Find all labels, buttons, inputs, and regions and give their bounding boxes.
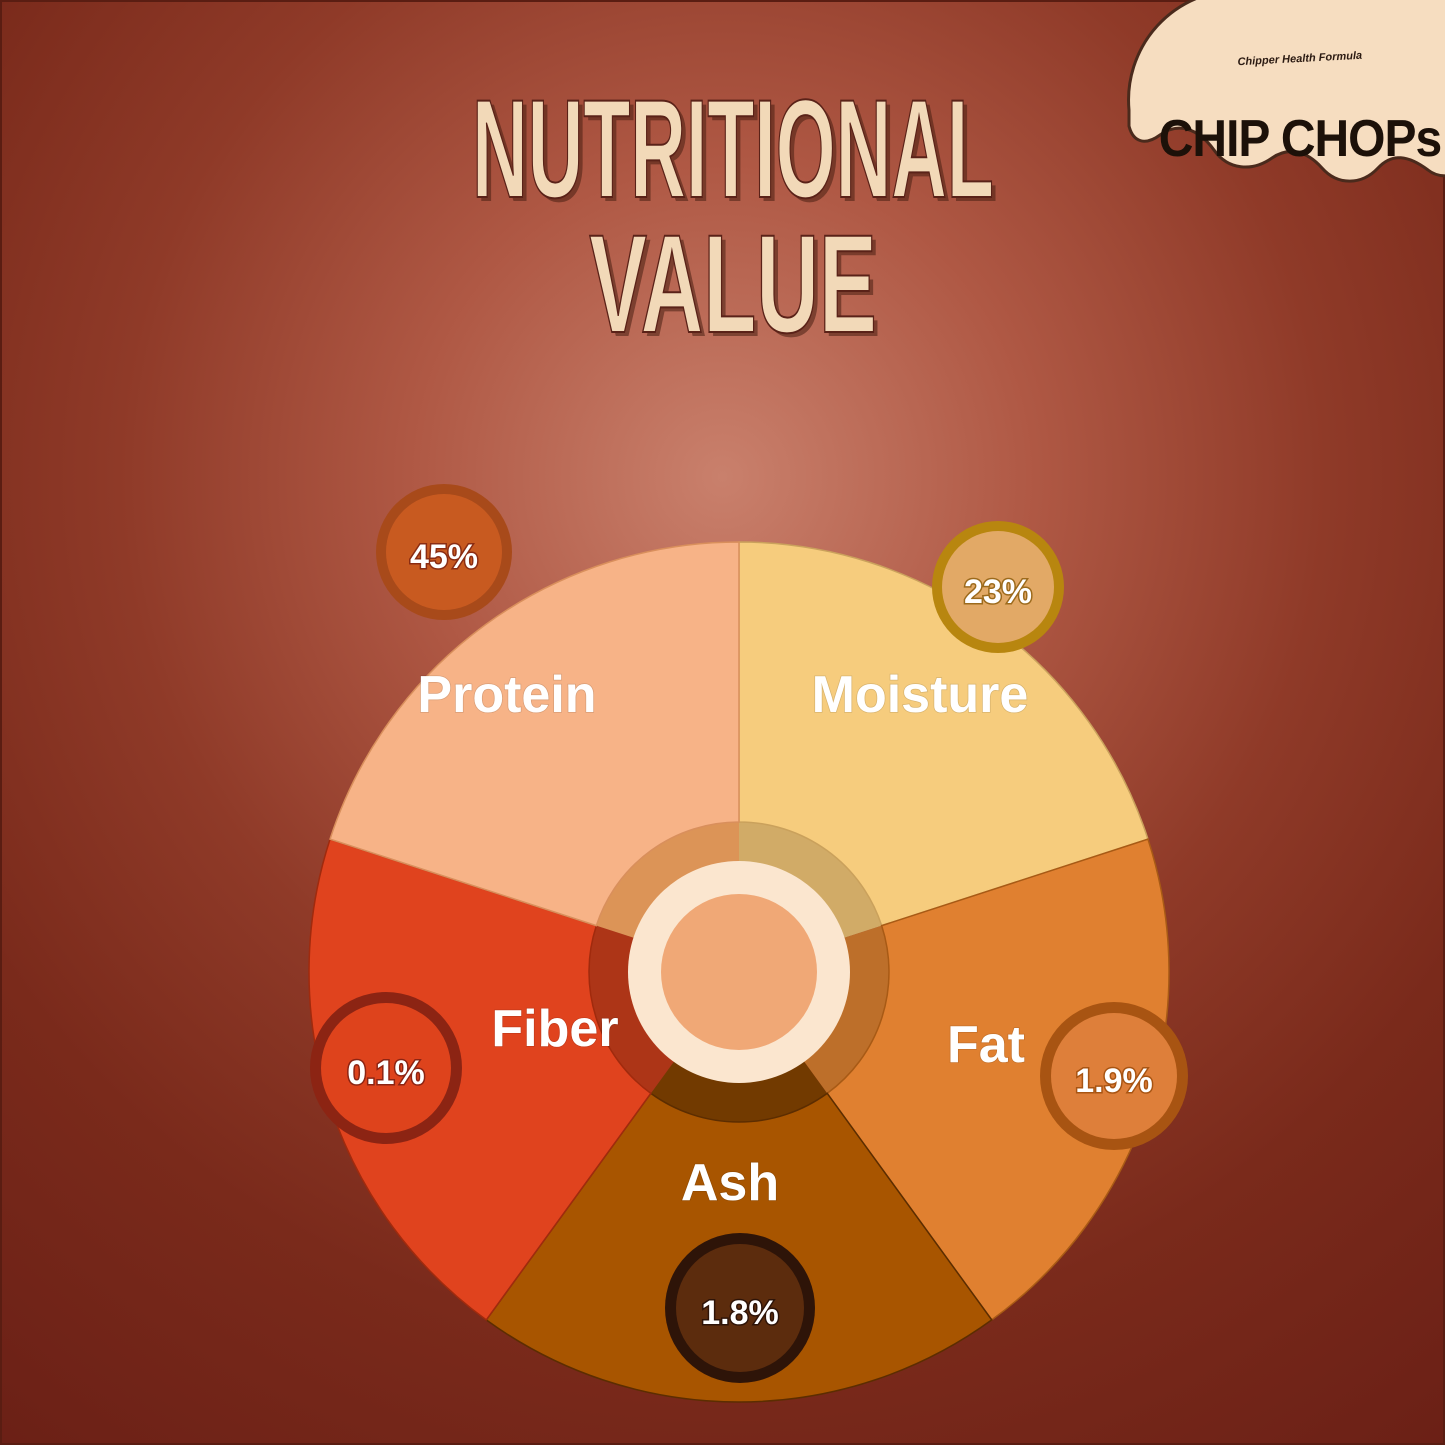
svg-text:VALUE: VALUE <box>589 206 877 362</box>
svg-text:CHIP CHOPs: CHIP CHOPs <box>1159 110 1441 168</box>
svg-text:Protein: Protein <box>417 666 596 724</box>
svg-text:Fat: Fat <box>947 1016 1025 1074</box>
svg-text:Moisture: Moisture <box>812 666 1029 724</box>
svg-text:45%: 45% <box>410 538 478 576</box>
svg-text:NUTRITIONAL: NUTRITIONAL <box>472 71 994 227</box>
svg-text:1.9%: 1.9% <box>1075 1062 1153 1100</box>
svg-text:23%: 23% <box>964 573 1032 611</box>
svg-text:0.1%: 0.1% <box>347 1054 425 1092</box>
svg-text:Fiber: Fiber <box>491 1000 618 1058</box>
svg-text:Ash: Ash <box>681 1154 779 1212</box>
svg-text:1.8%: 1.8% <box>701 1294 779 1332</box>
